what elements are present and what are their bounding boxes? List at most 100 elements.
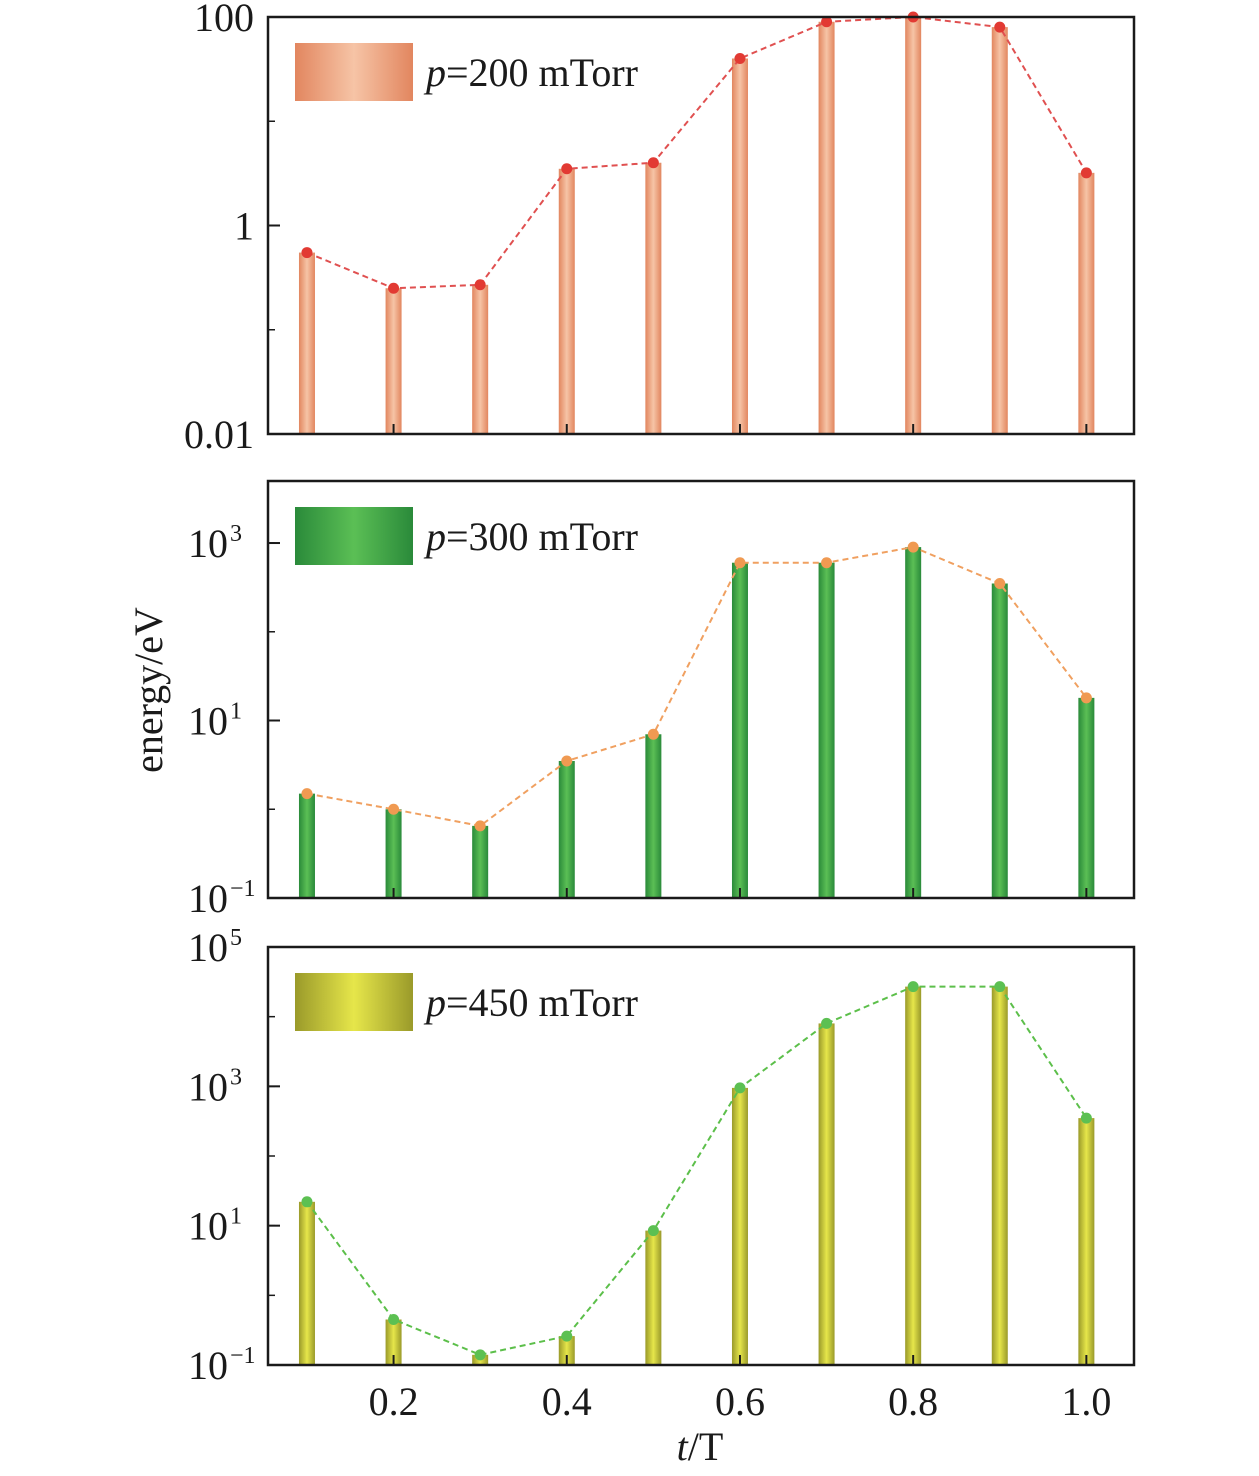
legend-swatch <box>295 43 413 101</box>
data-point <box>647 728 659 740</box>
legend-label-var: p <box>423 50 446 95</box>
data-point <box>561 163 573 175</box>
legend-label-var: p <box>423 980 446 1025</box>
series-line <box>306 985 1088 1356</box>
y-tick-label: 10 <box>188 1064 228 1109</box>
bar <box>905 17 922 434</box>
bar <box>645 1230 662 1365</box>
legend: p=200 mTorr <box>295 43 638 101</box>
legend-label: p=300 mTorr <box>423 514 638 559</box>
bar <box>385 1319 402 1365</box>
bar <box>731 562 748 898</box>
y-tick-exponent: 3 <box>230 1064 242 1090</box>
x-axis-title-var: t <box>677 1424 689 1469</box>
y-tick-label: 0.01 <box>184 412 254 457</box>
x-axis-title-unit: /T <box>688 1424 724 1469</box>
legend: p=450 mTorr <box>295 973 638 1031</box>
data-point <box>474 1349 486 1361</box>
x-tick-label: 0.6 <box>715 1379 765 1424</box>
data-point <box>301 788 313 800</box>
y-axis-ticks: 0.01 1 100 <box>184 0 1088 457</box>
x-tick-label: 1.0 <box>1061 1379 1111 1424</box>
bar <box>1078 172 1095 434</box>
bar <box>1078 697 1095 898</box>
bar <box>385 288 402 434</box>
data-point <box>561 1330 573 1342</box>
y-tick-exponent: −1 <box>230 1343 256 1369</box>
y-tick-exponent: 1 <box>230 699 242 725</box>
y-tick-label: 10 <box>188 925 228 970</box>
panel-200-mtorr: 0.01 1 100 p=200 mTorr <box>184 0 1136 457</box>
data-point <box>734 557 746 569</box>
legend: p=300 mTorr <box>295 507 638 565</box>
y-tick-exponent: −1 <box>230 876 256 902</box>
data-point <box>301 1196 313 1208</box>
data-point <box>388 803 400 815</box>
bar <box>298 1201 315 1365</box>
y-axis-title: energy/eV <box>126 607 171 773</box>
data-point <box>734 52 746 64</box>
data-point <box>474 820 486 832</box>
bar <box>298 252 315 434</box>
legend-label-value: =200 mTorr <box>446 50 638 95</box>
bar <box>905 986 922 1365</box>
y-tick-label: 1 <box>234 204 254 249</box>
legend-label-value: =450 mTorr <box>446 980 638 1025</box>
bar <box>645 734 662 898</box>
data-point <box>907 541 919 553</box>
bar <box>905 547 922 898</box>
series-line <box>306 546 1088 827</box>
data-point <box>1080 167 1092 179</box>
bar <box>731 58 748 435</box>
bar <box>645 162 662 435</box>
bar <box>472 284 489 434</box>
data-point <box>301 247 313 259</box>
bar <box>558 168 575 435</box>
plot-frame <box>266 479 1136 900</box>
legend-swatch <box>295 973 413 1031</box>
x-tick-label: 0.2 <box>369 1379 419 1424</box>
bar <box>991 583 1008 898</box>
y-tick-exponent: 1 <box>230 1204 242 1230</box>
bar <box>385 809 402 898</box>
x-tick-label: 0.8 <box>888 1379 938 1424</box>
bar <box>558 1336 575 1365</box>
bar <box>818 1023 835 1365</box>
legend-swatch <box>295 507 413 565</box>
bar <box>731 1087 748 1365</box>
data-point <box>1080 692 1092 704</box>
y-tick-label: 100 <box>194 0 254 40</box>
y-tick-exponent: 5 <box>230 925 242 951</box>
legend-label-value: =300 mTorr <box>446 514 638 559</box>
bar <box>991 986 1008 1365</box>
data-point <box>907 981 919 993</box>
bar <box>818 21 835 435</box>
data-point <box>821 16 833 28</box>
data-point <box>821 1017 833 1029</box>
y-tick-label: 10 <box>188 699 228 744</box>
x-axis-tick-labels: 0.2 0.4 0.6 0.8 1.0 <box>369 1379 1112 1424</box>
data-point <box>994 577 1006 589</box>
data-point <box>994 21 1006 33</box>
data-point <box>647 1225 659 1237</box>
x-tick-label: 0.4 <box>542 1379 592 1424</box>
data-point <box>388 1313 400 1325</box>
data-point <box>647 157 659 169</box>
bar <box>298 793 315 898</box>
bar <box>818 562 835 898</box>
x-axis-title: t/T <box>677 1424 724 1469</box>
data-point <box>734 1082 746 1094</box>
y-tick-label: 10 <box>188 876 228 921</box>
data-point <box>1080 1112 1092 1124</box>
data-point <box>821 557 833 569</box>
data-point <box>561 755 573 767</box>
legend-label: p=450 mTorr <box>423 980 638 1025</box>
y-tick-exponent: 3 <box>230 521 242 547</box>
data-point <box>994 981 1006 993</box>
y-tick-label: 10 <box>188 1204 228 1249</box>
